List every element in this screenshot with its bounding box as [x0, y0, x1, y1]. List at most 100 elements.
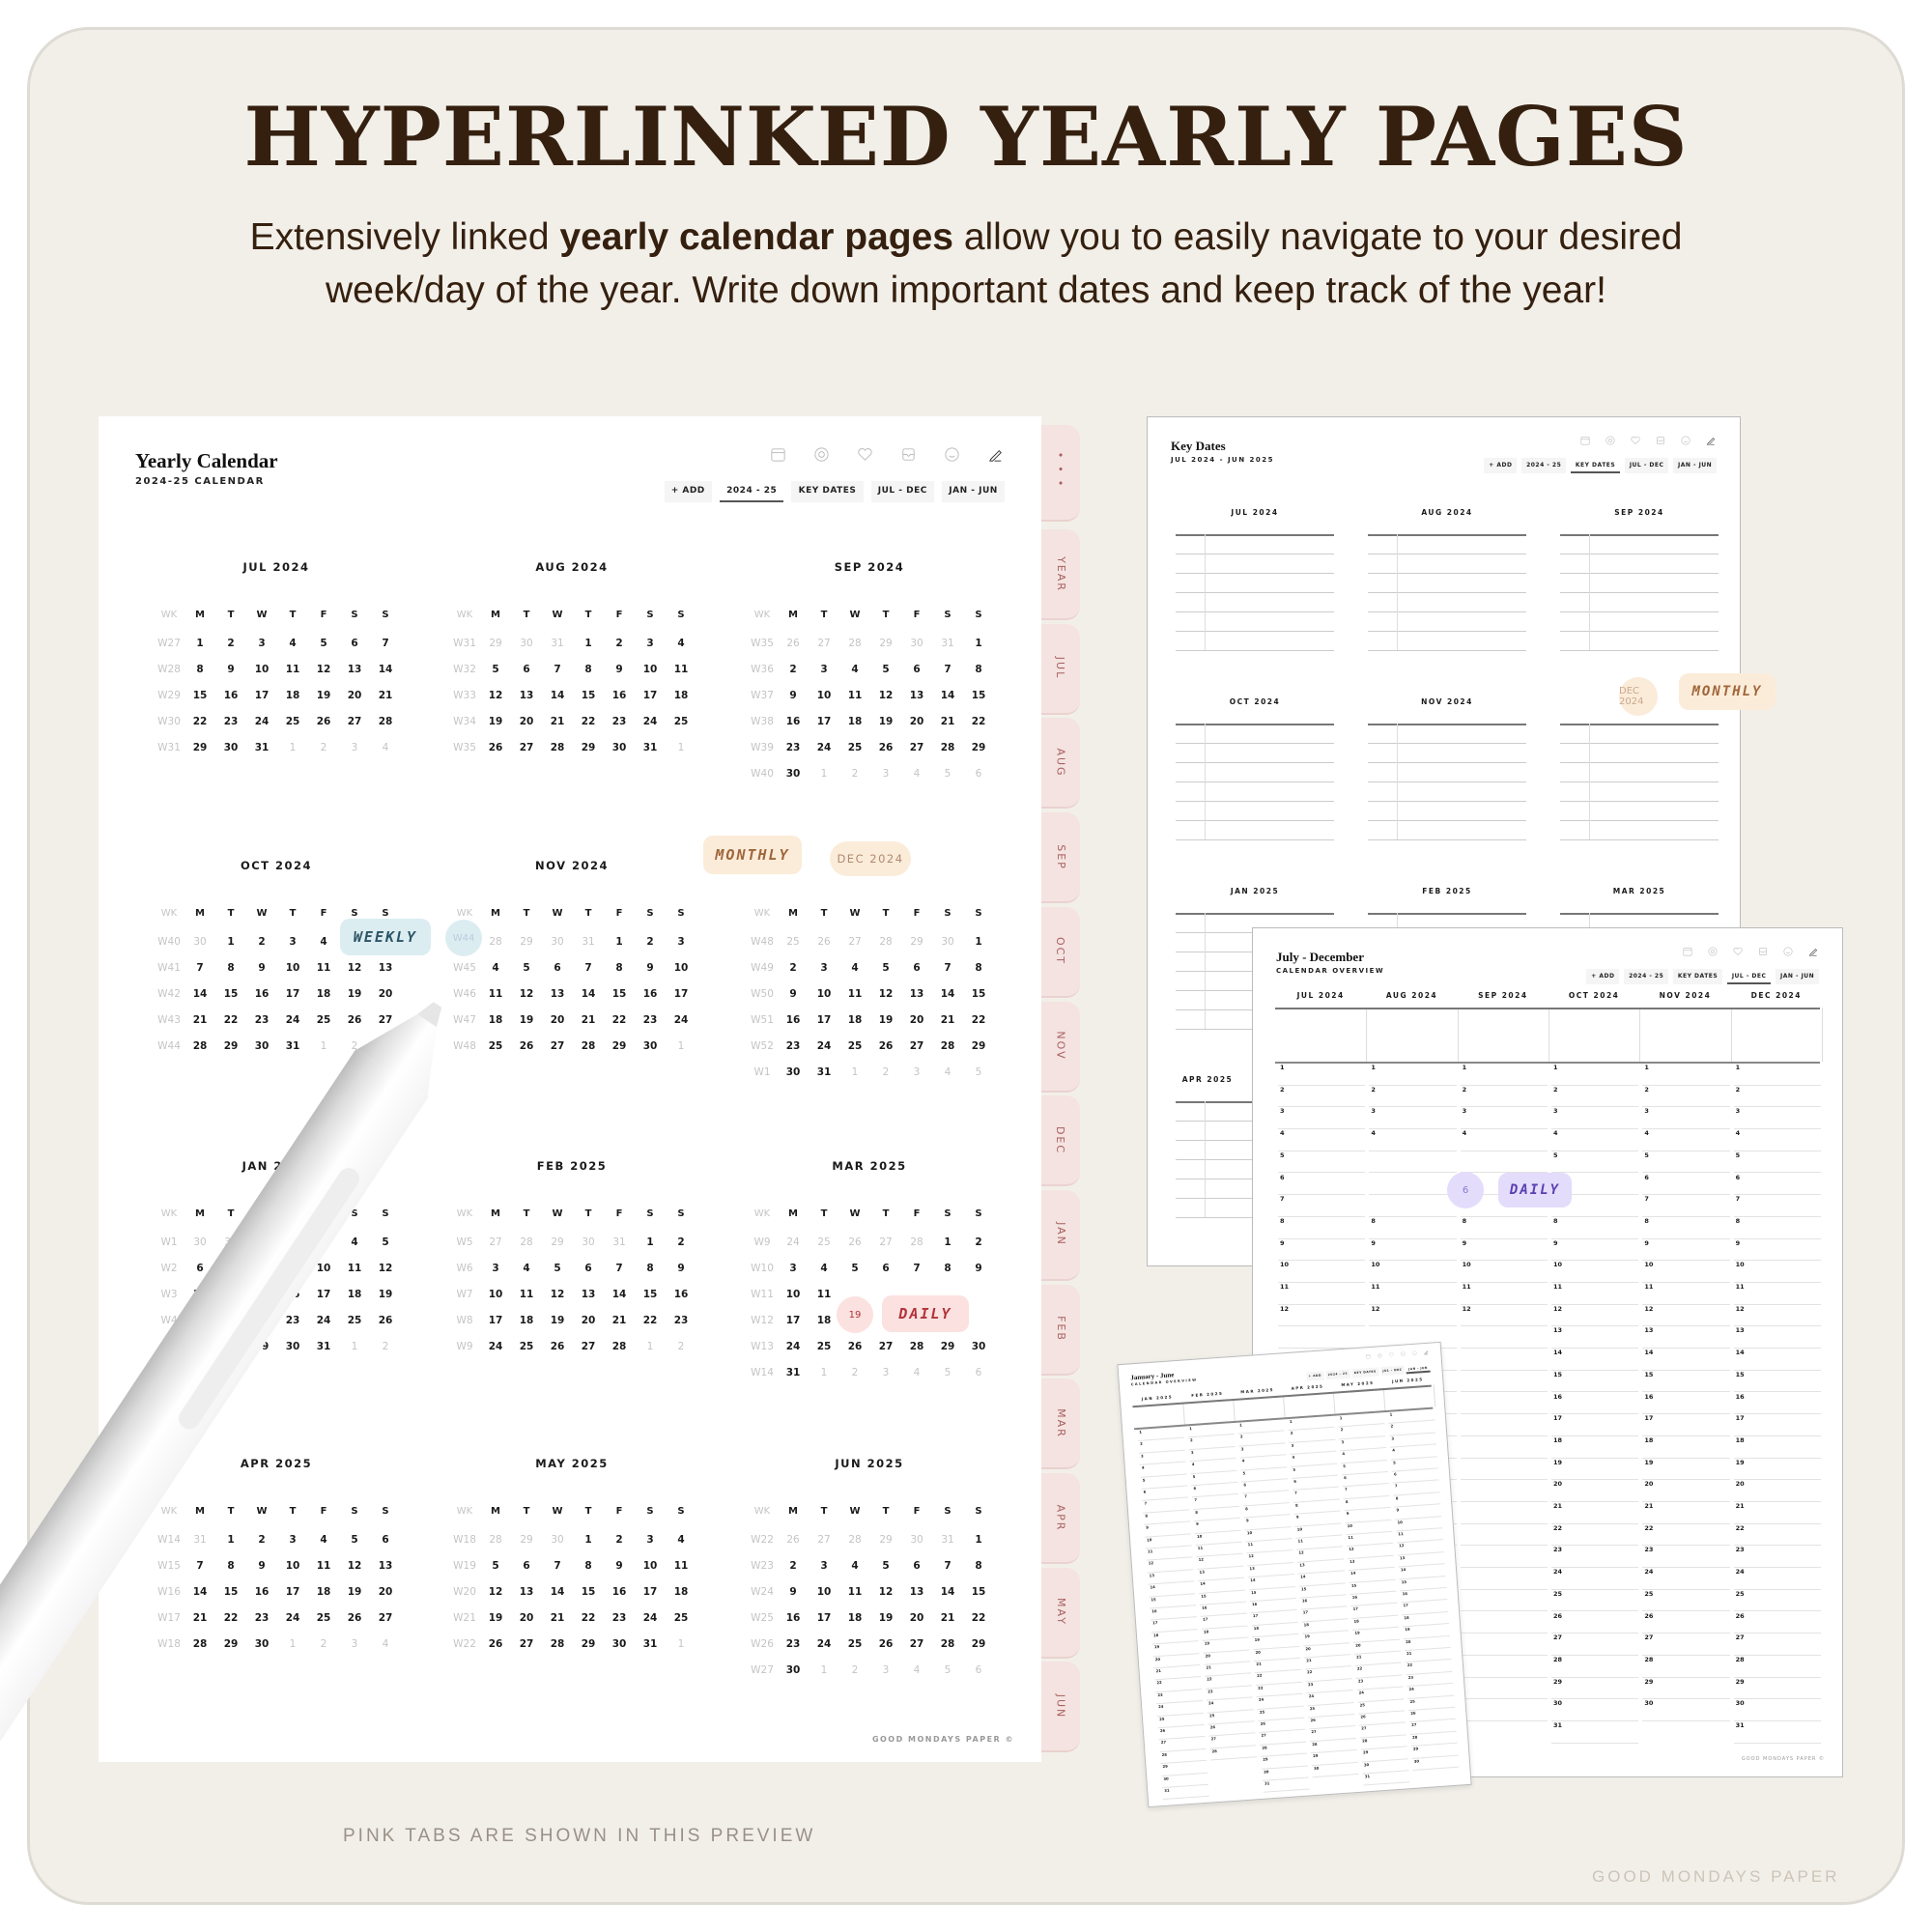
day-row[interactable] [1460, 1436, 1548, 1459]
day-row[interactable]: 30 [1311, 1762, 1359, 1778]
day-row[interactable]: 17 [1551, 1414, 1639, 1436]
day-row[interactable]: 15 [1733, 1371, 1821, 1393]
day-cell[interactable]: 26 [488, 742, 503, 753]
day-cell[interactable]: 24 [816, 1638, 832, 1650]
day-cell[interactable]: 6 [913, 664, 921, 675]
day-cell[interactable]: 2 [382, 1341, 389, 1352]
day-row[interactable]: 1 [1642, 1064, 1730, 1086]
day-row[interactable]: 11 [1551, 1283, 1639, 1305]
day-cell[interactable]: 19 [378, 1289, 393, 1300]
day-cell[interactable]: 26 [878, 1638, 894, 1650]
day-row[interactable]: 25 [1733, 1590, 1821, 1612]
day-cell[interactable]: 29 [971, 742, 986, 753]
month-title[interactable]: JAN 2025 [242, 1159, 311, 1173]
day-cell[interactable]: 30 [582, 1236, 595, 1248]
day-cell[interactable]: 21 [611, 1315, 627, 1326]
day-cell[interactable]: 1 [820, 1664, 828, 1676]
day-row[interactable]: 12 [1278, 1305, 1366, 1327]
day-cell[interactable]: 27 [848, 936, 862, 948]
day-cell[interactable]: 5 [382, 1236, 389, 1248]
day-row[interactable]: 8 [1642, 1217, 1730, 1239]
day-cell[interactable]: 4 [820, 1263, 828, 1274]
day-cell[interactable]: 16 [785, 716, 801, 727]
month-column-title[interactable]: APR 2025 [1291, 1383, 1324, 1391]
day-row[interactable]: 18 [1642, 1436, 1730, 1459]
day-cell[interactable]: 8 [615, 962, 623, 974]
week-number[interactable]: W39 [751, 742, 774, 753]
day-cell[interactable]: 7 [944, 1560, 952, 1572]
day-cell[interactable]: 9 [258, 1560, 266, 1572]
day-row[interactable]: 22 [1733, 1524, 1821, 1547]
day-cell[interactable]: 11 [347, 1263, 362, 1274]
day-cell[interactable]: 20 [378, 988, 393, 1000]
key-dates-box[interactable] [1176, 724, 1334, 840]
day-row[interactable]: 27 [1733, 1634, 1821, 1656]
week-number[interactable]: W17 [157, 1612, 181, 1624]
day-cell[interactable]: 28 [940, 1638, 955, 1650]
day-row[interactable] [1369, 1195, 1457, 1217]
week-number[interactable]: W35 [751, 638, 774, 649]
nav-2024-25[interactable]: 2024 - 25 [1325, 1369, 1350, 1380]
week-number[interactable]: W20 [453, 1586, 476, 1598]
week-number[interactable]: W13 [751, 1341, 774, 1352]
day-cell[interactable]: 28 [489, 1534, 502, 1546]
day-row[interactable]: 4 [1460, 1129, 1548, 1151]
day-cell[interactable]: 14 [611, 1289, 627, 1300]
day-cell[interactable]: 20 [519, 716, 534, 727]
day-cell[interactable]: 30 [910, 1534, 923, 1546]
day-cell[interactable]: 1 [584, 1534, 592, 1546]
day-cell[interactable]: 6 [975, 1664, 982, 1676]
day-row[interactable]: 14 [1551, 1349, 1639, 1371]
heart-icon[interactable] [1630, 435, 1641, 446]
day-cell[interactable]: 5 [554, 1263, 561, 1274]
day-row[interactable]: 30 [1733, 1699, 1821, 1721]
day-cell[interactable]: 31 [316, 1341, 331, 1352]
tab-may[interactable]: MAY [1041, 1567, 1080, 1659]
tab-sep[interactable]: SEP [1041, 812, 1080, 904]
day-cell[interactable]: 9 [227, 664, 235, 675]
smiley-icon[interactable] [1680, 435, 1691, 446]
day-cell[interactable]: 30 [551, 1534, 564, 1546]
week-number[interactable]: W12 [751, 1315, 774, 1326]
day-cell[interactable]: 3 [351, 742, 358, 753]
day-row[interactable] [1460, 1349, 1548, 1371]
day-cell[interactable]: 15 [971, 690, 986, 701]
week-number[interactable]: W21 [453, 1612, 476, 1624]
day-row[interactable]: 4 [1733, 1129, 1821, 1151]
day-cell[interactable]: 12 [488, 690, 503, 701]
day-cell[interactable]: 4 [851, 962, 859, 974]
day-cell[interactable]: 5 [944, 1664, 952, 1676]
day-cell[interactable]: 15 [581, 1586, 596, 1598]
day-cell[interactable]: 18 [847, 716, 863, 727]
day-row[interactable]: 22 [1551, 1524, 1639, 1547]
day-cell[interactable]: 26 [847, 1341, 863, 1352]
day-cell[interactable]: 31 [224, 1236, 238, 1248]
day-row[interactable]: 1 [1369, 1064, 1457, 1086]
nav-jul-dec[interactable]: JUL - DEC [1727, 969, 1772, 985]
month-title[interactable]: JUN 2025 [835, 1457, 904, 1470]
day-cell[interactable]: 28 [550, 742, 565, 753]
day-cell[interactable]: 1 [196, 638, 204, 649]
nav-2024-25[interactable]: 2024 - 25 [1624, 969, 1669, 985]
day-cell[interactable]: 24 [285, 1014, 300, 1026]
smiley-icon[interactable] [943, 445, 961, 464]
day-cell[interactable]: 6 [523, 1560, 530, 1572]
day-cell[interactable]: 8 [975, 962, 982, 974]
day-cell[interactable]: 4 [944, 1066, 952, 1078]
day-row[interactable]: 11 [1278, 1283, 1366, 1305]
week-number[interactable]: W23 [751, 1560, 774, 1572]
month-title[interactable]: SEP 2024 [834, 560, 905, 574]
day-cell[interactable]: 11 [519, 1289, 534, 1300]
day-cell[interactable]: 17 [285, 1586, 300, 1598]
day-cell[interactable]: 2 [851, 768, 859, 780]
day-cell[interactable]: 1 [820, 1367, 828, 1378]
day-cell[interactable]: 16 [285, 1289, 300, 1300]
calendar-icon[interactable] [1365, 1353, 1371, 1359]
day-cell[interactable]: 26 [347, 1014, 362, 1026]
day-cell[interactable]: 28 [192, 1638, 208, 1650]
day-cell[interactable]: 1 [227, 936, 235, 948]
day-cell[interactable]: 14 [192, 988, 208, 1000]
month-column-title[interactable]: MAR 2025 [1240, 1387, 1275, 1395]
day-cell[interactable]: 3 [646, 638, 654, 649]
day-cell[interactable]: 13 [581, 1289, 596, 1300]
